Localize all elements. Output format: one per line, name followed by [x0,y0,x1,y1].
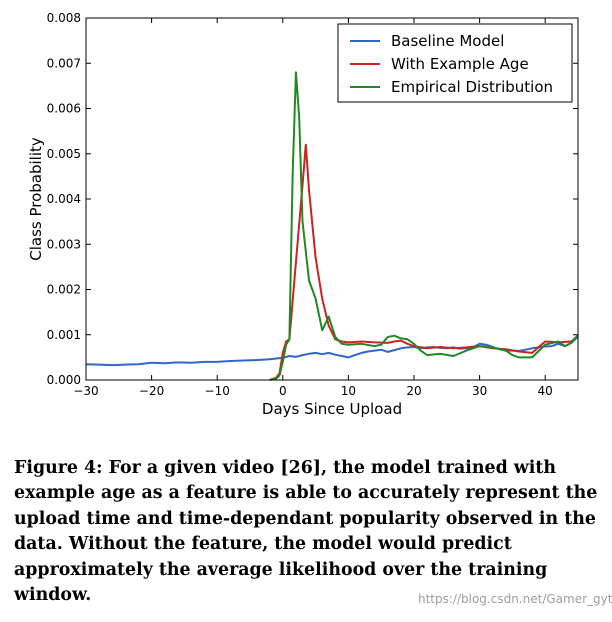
x-tick-label: −10 [205,384,230,398]
y-tick-label: 0.008 [47,11,81,25]
watermark: https://blog.csdn.net/Gamer_gyt [418,592,612,606]
y-axis-ticks: 0.000 0.001 0.002 0.003 0.004 0.005 0.006 0.007… [47,11,578,387]
y-tick-label: 0.001 [47,328,81,342]
x-tick-label: 40 [538,384,553,398]
chart: 0.000 0.001 0.002 0.003 0.004 0.005 0.006 0.007… [27,11,579,418]
y-axis-label: Class Probability [27,137,45,261]
y-tick-label: 0.003 [47,237,81,251]
y-tick-label: 0.004 [47,192,81,206]
plot-frame [85,17,579,381]
x-tick-label: −20 [139,384,164,398]
legend-label: Baseline Model [391,32,504,50]
legend-label: With Example Age [391,55,529,73]
legend: Baseline Model With Example Age Empirical … [337,23,573,103]
legend-label: Empirical Distribution [391,78,553,96]
y-tick-label: 0.007 [47,56,81,70]
x-tick-label: 0 [279,384,287,398]
series-layer [85,71,579,381]
x-axis-label: Days Since Upload [262,400,402,418]
y-tick-label: 0.000 [47,373,81,387]
x-tick-label: 10 [341,384,356,398]
x-tick-label: 30 [472,384,487,398]
x-tick-label: −30 [73,384,98,398]
series-line-2 [269,71,579,381]
series-line-1 [269,143,579,381]
figure-caption: Figure 4: For a given video [26], the mo… [14,458,598,606]
y-tick-label: 0.002 [47,283,81,297]
x-tick-label: 20 [406,384,421,398]
y-tick-label: 0.006 [47,102,81,116]
x-axis-ticks: −30 −20 −10 0 10 20 30 40 [73,18,553,398]
y-tick-label: 0.005 [47,147,81,161]
